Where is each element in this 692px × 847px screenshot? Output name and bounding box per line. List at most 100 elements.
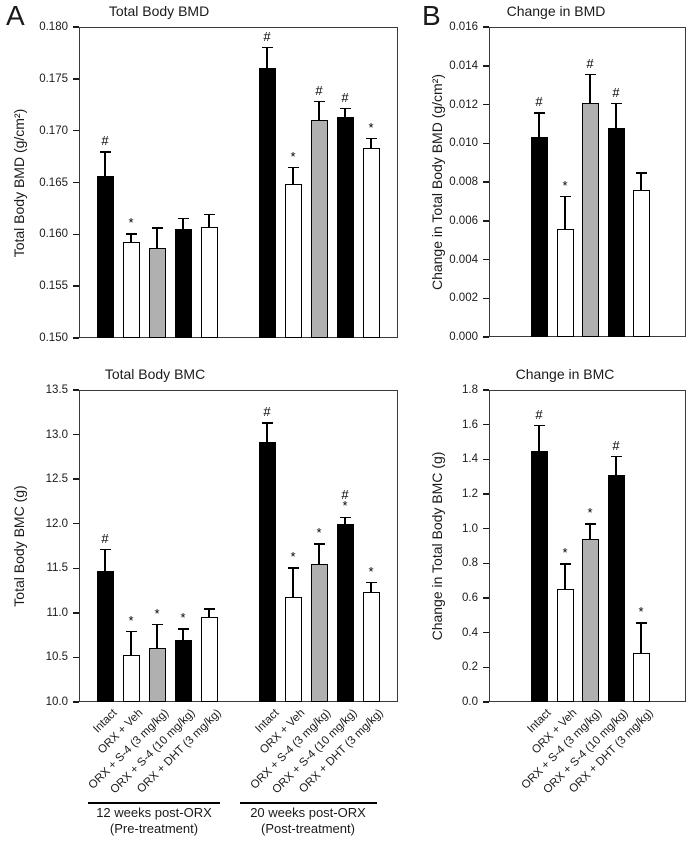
y-tick-label: 0.006 <box>449 214 478 227</box>
y-axis-title: Change in Total Body BMC (g) <box>429 451 445 641</box>
y-tick <box>73 656 79 659</box>
bar-black <box>336 523 354 702</box>
significance-marker: # <box>535 406 543 422</box>
error-bar-line <box>589 73 591 103</box>
error-bar-line <box>615 102 617 128</box>
y-tick <box>73 612 79 614</box>
bar-white <box>200 617 218 702</box>
error-bar-cap <box>261 46 273 49</box>
significance-marker: * <box>128 215 134 231</box>
group-label-line1: 12 weeks post-ORX <box>96 805 212 820</box>
y-tick <box>483 258 489 261</box>
error-bar-line <box>130 630 132 655</box>
y-tick-label: 0.8 <box>462 557 478 570</box>
bar-gray <box>310 120 328 338</box>
group-underline <box>240 802 377 804</box>
error-bar-line <box>589 523 591 540</box>
error-bar-line <box>208 213 210 228</box>
y-tick-label: 1.2 <box>462 488 478 500</box>
error-bar-line <box>182 628 184 640</box>
significance-marker: * <box>562 177 568 193</box>
bar-gray <box>148 247 166 338</box>
error-bar-line <box>640 622 642 654</box>
bar-gray <box>581 102 599 337</box>
bar-black <box>530 137 548 337</box>
chart-title: Change in BMC <box>515 366 615 382</box>
significance-marker: # * <box>341 486 349 513</box>
bar-white <box>284 183 302 338</box>
y-tick-label: 12.5 <box>45 473 68 486</box>
error-bar-line <box>370 137 372 149</box>
y-tick <box>483 458 489 461</box>
panel-label-a: A <box>6 0 25 31</box>
y-tick-label: 0.014 <box>449 59 478 72</box>
error-bar-cap <box>339 516 351 519</box>
bar-black <box>174 639 192 702</box>
bar-black <box>174 229 192 338</box>
y-tick <box>483 103 489 106</box>
bar-black <box>258 68 276 338</box>
y-tick-label: 1.0 <box>462 522 478 535</box>
bar-white <box>632 653 650 702</box>
group-label-line2: (Pre-treatment) <box>109 821 199 836</box>
error-bar-line <box>538 424 540 451</box>
significance-marker: # <box>535 94 543 110</box>
y-tick-label: 1.6 <box>462 418 478 431</box>
bar-black <box>96 176 114 338</box>
error-bar-cap <box>533 112 545 114</box>
y-tick <box>73 433 79 436</box>
y-tick <box>483 336 489 338</box>
error-bar-line <box>104 151 106 177</box>
bar-black <box>607 127 625 337</box>
y-tick-label: 0.180 <box>39 21 68 33</box>
y-tick-label: 1.4 <box>462 453 478 466</box>
y-axis-title: Total Body BMC (g) <box>11 485 27 607</box>
significance-marker: # <box>263 28 271 44</box>
significance-marker: * <box>290 549 296 565</box>
bar-gray <box>310 563 328 702</box>
error-bar-cap <box>203 213 215 216</box>
y-tick <box>73 233 79 236</box>
error-bar-cap <box>125 233 137 235</box>
error-bar-cap <box>203 608 215 610</box>
bar-white <box>556 228 574 337</box>
significance-marker: * <box>154 605 160 621</box>
error-bar-line <box>564 195 566 229</box>
significance-marker: # <box>315 82 323 98</box>
y-tick-label: 0.016 <box>449 21 478 33</box>
significance-marker: * <box>368 563 374 579</box>
error-bar-line <box>104 548 106 571</box>
y-tick <box>483 423 489 426</box>
y-tick-label: 11.5 <box>46 562 68 575</box>
error-bar-cap <box>635 622 647 624</box>
y-tick <box>483 65 489 67</box>
significance-marker: * <box>638 604 644 620</box>
error-bar-line <box>538 112 540 138</box>
error-bar-cap <box>559 195 571 198</box>
y-tick <box>73 181 79 184</box>
y-tick-label: 0.010 <box>449 137 478 150</box>
error-bar-line <box>318 100 320 121</box>
y-tick-label: 0.0 <box>462 696 478 708</box>
error-bar-line <box>156 623 158 648</box>
significance-marker: # <box>612 437 620 453</box>
y-tick <box>73 129 79 132</box>
y-tick-label: 13.5 <box>45 384 68 396</box>
y-tick-label: 10.5 <box>45 651 68 664</box>
y-tick <box>483 631 489 634</box>
error-bar-cap <box>533 424 545 427</box>
bar-white <box>122 241 140 338</box>
y-tick <box>483 220 489 222</box>
y-tick <box>73 337 79 339</box>
significance-marker: # <box>341 89 349 105</box>
significance-marker: # <box>101 530 109 546</box>
y-tick <box>483 562 489 565</box>
y-tick <box>73 78 79 80</box>
chart-title: Total Body BMC <box>104 366 206 382</box>
bar-white <box>632 189 650 337</box>
error-bar-cap <box>365 581 377 584</box>
significance-marker: # <box>101 133 109 149</box>
bar-white <box>362 592 380 702</box>
error-bar-line <box>564 563 566 590</box>
group-label-line1: 20 weeks post-ORX <box>250 805 366 820</box>
